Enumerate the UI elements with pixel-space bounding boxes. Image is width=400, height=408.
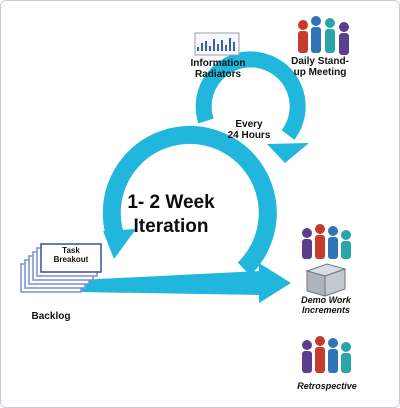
retrospective-team-icon	[302, 336, 351, 373]
iteration-cycle-arrowhead	[103, 229, 136, 259]
flow-band	[79, 263, 291, 303]
task-breakout-label: Task Breakout	[53, 246, 89, 264]
iteration-cycle-arc	[102, 125, 277, 276]
daily-loop-arrowhead	[267, 143, 309, 163]
demo-cube-icon	[305, 263, 347, 297]
daily-loop-arc	[195, 51, 306, 140]
daily-standup-label: Daily Stand- up Meeting	[291, 56, 349, 79]
iteration-label: 1- 2 Week Iteration	[127, 192, 215, 237]
every-24-hours-label: Every 24 Hours	[227, 119, 271, 142]
demo-work-increments-label: Demo Work Increments	[301, 295, 351, 316]
backlog-card-stack	[20, 243, 102, 293]
information-radiator-chart-icon	[194, 32, 240, 56]
demo-team-icon	[302, 224, 351, 259]
standup-team-icon	[298, 16, 349, 55]
retrospective-label: Retrospective	[297, 381, 357, 391]
information-radiators-label: Information Radiators	[190, 58, 246, 81]
backlog-label: Backlog	[31, 311, 71, 322]
